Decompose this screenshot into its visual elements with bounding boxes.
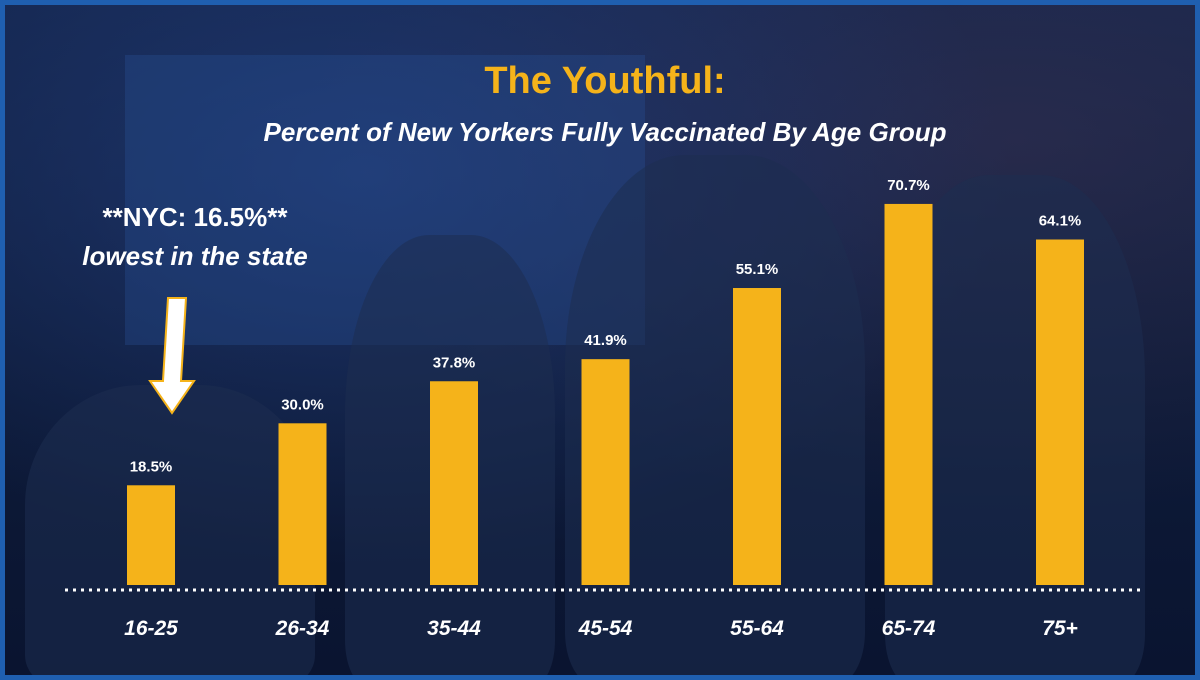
annotation-nyc: **NYC: 16.5%** xyxy=(102,202,288,232)
value-label-75+: 64.1% xyxy=(1039,213,1082,230)
value-label-55-64: 55.1% xyxy=(736,261,779,278)
value-label-35-44: 37.8% xyxy=(433,354,476,371)
annotation-lowest: lowest in the state xyxy=(82,241,308,271)
bar-45-54 xyxy=(581,359,630,585)
bar-35-44 xyxy=(430,381,478,585)
bar-55-64 xyxy=(733,288,781,585)
category-labels: 16-25 26-34 35-44 45-54 55-64 65-74 75+ xyxy=(124,617,1078,640)
category-label-35-44: 35-44 xyxy=(427,617,481,640)
bar-26-34 xyxy=(278,423,327,585)
value-label-26-34: 30.0% xyxy=(281,396,324,413)
category-label-75+: 75+ xyxy=(1042,617,1078,640)
value-label-65-74: 70.7% xyxy=(887,177,930,194)
bars-group: 18.5% 30.0% 37.8% 41.9% 55.1% 70.7% 64.1% xyxy=(127,177,1084,585)
bar-65-74 xyxy=(884,203,933,585)
value-label-45-54: 41.9% xyxy=(584,332,627,349)
chart-title: The Youthful: xyxy=(484,60,726,102)
category-label-45-54: 45-54 xyxy=(578,617,633,640)
chart-subtitle: Percent of New Yorkers Fully Vaccinated … xyxy=(263,117,947,147)
category-label-65-74: 65-74 xyxy=(882,617,936,640)
value-label-16-25: 18.5% xyxy=(130,458,173,475)
bar-16-25 xyxy=(127,485,175,585)
category-label-26-34: 26-34 xyxy=(275,617,330,640)
down-arrow-icon xyxy=(148,297,196,415)
category-label-16-25: 16-25 xyxy=(124,617,178,640)
category-label-55-64: 55-64 xyxy=(730,617,784,640)
bar-chart: 18.5% 30.0% 37.8% 41.9% 55.1% 70.7% 64.1% 16-2… xyxy=(65,177,1145,640)
bar-75+ xyxy=(1036,239,1084,585)
